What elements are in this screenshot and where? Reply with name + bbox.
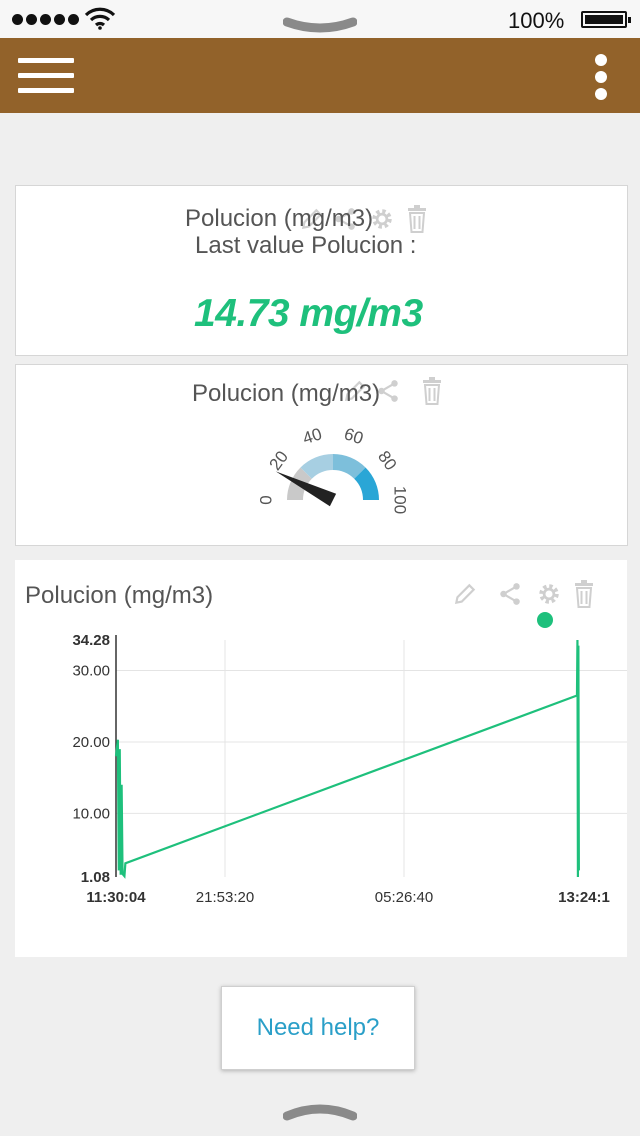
gauge-actions (342, 377, 444, 405)
gear-icon[interactable] (536, 581, 562, 607)
x-tick-label: 11:30:04 (86, 889, 146, 906)
battery-percent: 100% (508, 8, 565, 33)
signal-strength-icon (12, 14, 79, 25)
gauge-title: Polucion (mg/m3) (192, 380, 381, 407)
status-bar: 100% (0, 0, 640, 38)
line-chart: 30.00 20.00 10.00 34.28 1.08 11:30:04 21:53:2… (72, 632, 627, 906)
y-bound-label: 34.28 (72, 632, 110, 649)
last-value-reading: 14.73 mg/m3 (194, 292, 423, 335)
gauge-band (354, 467, 379, 500)
gauge-band (300, 454, 333, 479)
pull-up-handle-icon[interactable] (283, 1098, 357, 1122)
gauge: 0 20 40 60 80 100 (256, 424, 410, 514)
last-value-widget (180, 194, 466, 352)
y-bound-label: 1.08 (81, 869, 110, 886)
app-bar (0, 38, 640, 113)
pencil-icon[interactable] (452, 581, 478, 607)
share-icon[interactable] (374, 378, 402, 404)
share-icon[interactable] (331, 206, 359, 232)
x-tick-label: 05:26:40 (375, 889, 433, 906)
chart-actions (452, 580, 596, 608)
last-value-title: Polucion (mg/m3) (185, 205, 374, 232)
gauge-tick-label: 0 (256, 495, 275, 504)
need-help-button[interactable]: Need help? (221, 986, 415, 1070)
pencil-icon[interactable] (299, 206, 325, 232)
gauge-tick-label: 60 (342, 424, 366, 448)
gauge-tick-label: 100 (391, 486, 410, 514)
gauge-tick-label: 80 (374, 447, 400, 473)
gauge-tick-label: 20 (266, 447, 292, 473)
last-value-label: Last value Polucion : (195, 232, 417, 259)
hamburger-menu-icon[interactable] (18, 58, 74, 94)
trash-icon[interactable] (420, 377, 444, 405)
trash-icon[interactable] (405, 205, 429, 233)
last-value-actions (299, 205, 429, 233)
x-tick-label: 13:24:1 (558, 889, 610, 906)
gauge-tick-label: 40 (300, 424, 324, 448)
y-tick-label: 10.00 (72, 805, 110, 822)
pull-down-handle-icon[interactable] (283, 16, 357, 36)
vertical-dots-icon[interactable] (590, 52, 612, 100)
y-tick-label: 30.00 (72, 663, 110, 680)
y-tick-label: 20.00 (72, 734, 110, 751)
gauge-needle (275, 471, 337, 507)
chart-title: Polucion (mg/m3) (25, 582, 214, 609)
gauge-band (333, 454, 366, 479)
pencil-icon[interactable] (342, 378, 368, 404)
x-tick-label: 21:53:20 (196, 889, 254, 906)
status-dot (537, 612, 553, 628)
battery-icon (581, 11, 631, 28)
series-line (114, 639, 580, 879)
share-icon[interactable] (496, 581, 524, 607)
wifi-icon (84, 7, 116, 30)
trash-icon[interactable] (572, 580, 596, 608)
gear-icon[interactable] (369, 206, 395, 232)
chart-grid (116, 640, 627, 877)
